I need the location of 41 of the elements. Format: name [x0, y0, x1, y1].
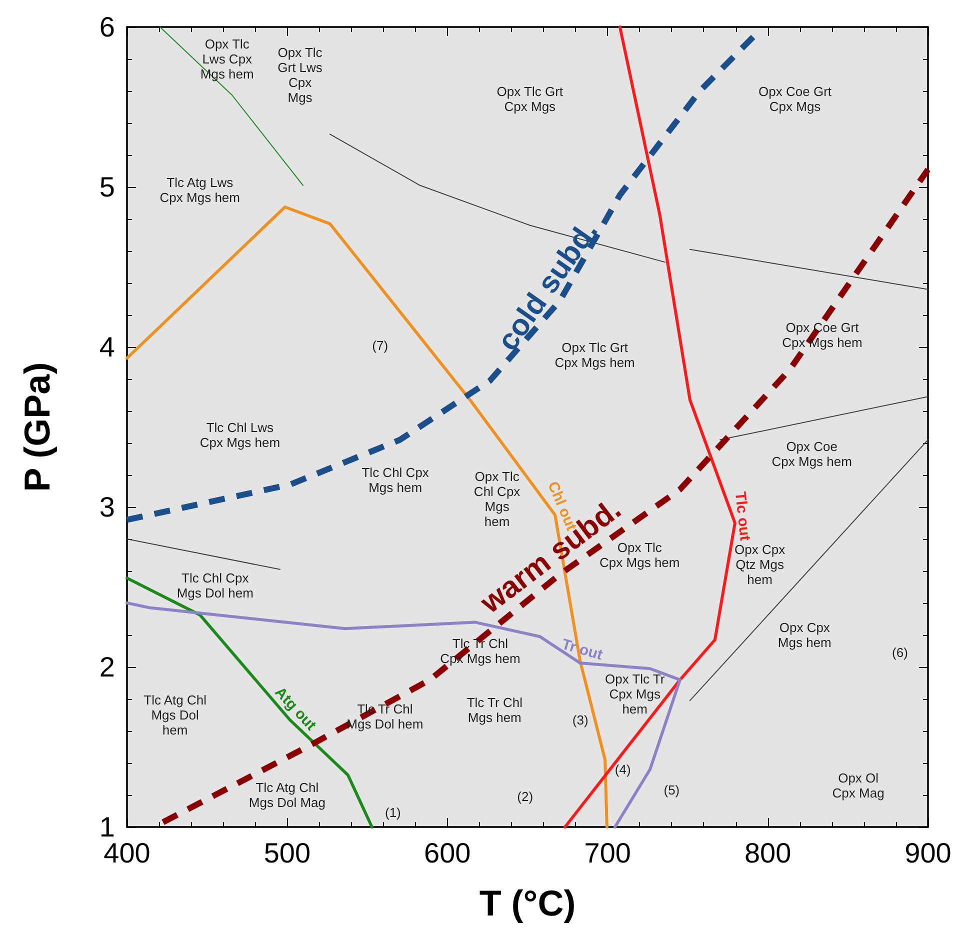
y-axis-title: P (GPa) — [16, 362, 58, 492]
text: Atg out — [271, 684, 320, 734]
annotation: (3) — [572, 712, 588, 728]
x-tick-label: 800 — [744, 838, 792, 868]
annotation: Tlc Atg Chl Mgs Dol hem — [144, 692, 207, 738]
annotation: Tlc Chl Lws Cpx Mgs hem — [200, 420, 280, 450]
annotation: (7) — [372, 338, 388, 353]
annotation: Tlc Atg Chl Mgs Dol Mag — [248, 780, 326, 810]
x-tick-label: 500 — [264, 838, 311, 868]
annotation: Tlc Tr Chl Cpx Mgs hem — [440, 636, 520, 666]
text: Tr out — [560, 636, 604, 664]
annotation: Opx Tlc Tr Cpx Mgs hem — [604, 672, 666, 717]
y-tick-label: 3 — [99, 492, 115, 522]
annotation: (4) — [614, 762, 631, 777]
annotation: Opx Coe Grt Cpx Mgs hem — [782, 320, 862, 350]
annotation: Opx Tlc Grt Cpx Mgs hem — [554, 340, 635, 370]
annotation: Opx Tlc Chl Cpx Mgs hem — [474, 469, 521, 529]
annotation: Tlc Chl Cpx Mgs hem — [362, 464, 430, 495]
annotation: Opx Coe Cpx Mgs hem — [772, 439, 852, 470]
annotation: Opx Cpx Qtz Mgs hem — [734, 542, 786, 588]
x-tick-label: 600 — [424, 838, 471, 868]
y-tick-label: 6 — [99, 12, 115, 42]
y-tick-label: 2 — [99, 652, 115, 682]
annotation: Opx Tlc Grt Cpx Mgs — [496, 84, 564, 114]
y-tick-label: 5 — [99, 172, 115, 202]
text: Tlc out — [731, 490, 754, 542]
annotation: (2) — [517, 789, 534, 804]
x-tick-label: 700 — [584, 838, 631, 868]
annotation: Opx Ol Cpx Mag — [832, 770, 884, 800]
annotation: Opx Cpx Mgs hem — [778, 620, 832, 650]
x-axis-title: T (°C) — [479, 882, 576, 924]
annotation: Tlc Chl Cpx Mgs Dol hem — [176, 570, 254, 600]
annotation: Tlc Atg Lws Cpx Mgs hem — [160, 175, 240, 206]
annotation: Opx Tlc Grt Lws Cpx Mgs — [278, 45, 323, 105]
annotation: (6) — [892, 645, 908, 660]
annotation: Tlc Tr Chl Mgs hem — [466, 695, 523, 726]
annotation: (5) — [664, 782, 680, 798]
x-tick-label: 900 — [904, 838, 952, 868]
y-tick-label: 4 — [99, 332, 115, 362]
annotation: (1) — [384, 805, 401, 820]
annotation: Opx Coe Grt Cpx Mgs — [758, 84, 832, 114]
